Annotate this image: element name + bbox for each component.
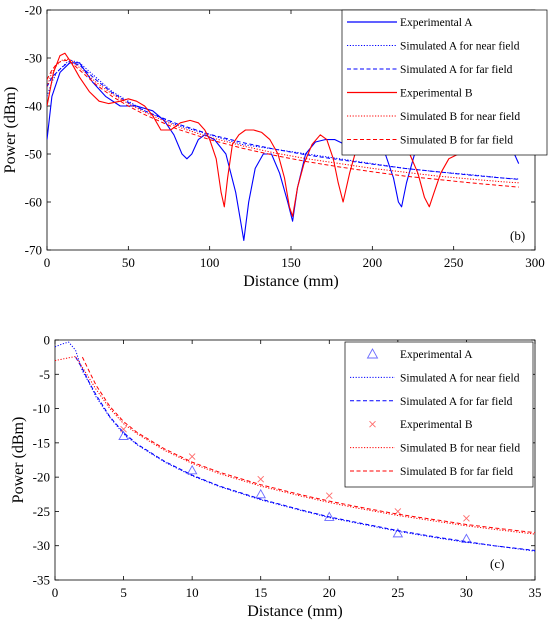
legend-entry-label: Simulated B for near field (400, 111, 520, 123)
y-tick-label: 0 (44, 333, 51, 348)
x-tick-label: 35 (529, 585, 542, 600)
y-tick-label: -30 (33, 538, 50, 553)
plot-frame (54, 339, 536, 581)
series-line-experimental-b (47, 52, 519, 217)
legend: Experimental A Simulated A for near field… (344, 341, 534, 488)
chart-panel-b: 0 50 100 150 200 250 300 -70 -60 -50 -40 -30 -20 Dist… (2, 3, 548, 290)
legend-entry-label: Experimental B (400, 88, 473, 100)
legend-marker-triangle (366, 348, 379, 359)
x-tick-label: 200 (363, 255, 383, 270)
series-line-simulated-a-for-near-field (55, 341, 535, 552)
x-tick-label: 300 (525, 255, 545, 270)
y-tick-label: -70 (25, 243, 42, 258)
x-tick-label: 150 (281, 255, 301, 270)
x-tick-label: 50 (122, 255, 135, 270)
y-tick-label: -5 (39, 367, 50, 382)
series-line-simulated-b-for-far-field (47, 59, 519, 188)
x-tick-label: 5 (120, 585, 127, 600)
x-tick-label: 15 (254, 585, 267, 600)
series-line-simulated-b-for-near-field (47, 58, 519, 184)
y-tick-label: -40 (25, 99, 42, 114)
y-tick-label: -25 (33, 504, 50, 519)
x-tick-label: 100 (200, 255, 220, 270)
y-tick-label: -20 (25, 3, 42, 18)
data-point-x (325, 492, 333, 499)
y-tick-label: -15 (33, 435, 50, 450)
legend-entry-label: Simulated A for near field (400, 372, 520, 384)
x-tick-label: 20 (323, 585, 336, 600)
data-point-triangle (186, 464, 198, 475)
x-tick-label: 250 (444, 255, 464, 270)
data-point-x (188, 453, 196, 460)
series-line-simulated-a-for-far-field (47, 62, 519, 180)
legend: Experimental A Simulated A for near field… (341, 9, 548, 156)
data-point-x (120, 425, 127, 433)
legend-box (341, 9, 548, 156)
x-tick-label: 10 (186, 585, 199, 600)
y-tick-label: -60 (25, 195, 42, 210)
series-line-simulated-a-for-near-field (47, 59, 519, 180)
y-tick-label: -10 (33, 401, 50, 416)
legend-entry-label: Simulated A for far field (400, 64, 513, 76)
y-tick-label: -30 (25, 51, 42, 66)
x-tick-label: 30 (460, 585, 473, 600)
legend-marker-x (369, 420, 376, 428)
x-axis-label: Distance (mm) (243, 273, 339, 290)
data-point-triangle (461, 533, 472, 543)
y-axis-label: Power (dBm) (10, 417, 27, 504)
plot-area (55, 341, 535, 552)
series-line-simulated-b-for-far-field (81, 356, 535, 534)
chart-panel-c: 0 5 10 15 20 25 30 35 -35 -30 -25 -20 -15 -10 -5 0 Dista… (10, 333, 542, 621)
legend-box (344, 341, 534, 488)
legend-entry-label: Simulated B for far field (400, 135, 513, 147)
data-point-triangle (392, 527, 404, 538)
y-axis-label: Power (dBm) (2, 87, 19, 174)
legend-entry-label: Simulated A for near field (400, 41, 520, 53)
legend-entry-label: Simulated B for far field (400, 466, 513, 478)
legend-entry-label: Experimental A (400, 17, 473, 29)
data-point-x (463, 514, 470, 522)
series-line-simulated-a-for-far-field (75, 356, 535, 551)
data-point-triangle (118, 430, 129, 440)
legend-entry-label: Experimental B (400, 419, 473, 431)
x-tick-label: 0 (52, 585, 59, 600)
legend-entry-label: Simulated A for far field (400, 396, 513, 408)
x-tick-label: 25 (391, 585, 404, 600)
x-axis-label: Distance (mm) (247, 603, 343, 620)
legend-entry-label: Simulated B for near field (400, 443, 520, 455)
series-line-simulated-b-for-near-field (55, 356, 535, 535)
panel-label: (b) (510, 228, 525, 243)
panel-label: (c) (490, 556, 504, 571)
y-tick-label: -20 (33, 470, 50, 485)
x-tick-label: 0 (44, 255, 51, 270)
legend-entry-label: Experimental A (400, 349, 473, 361)
y-tick-label: -35 (33, 573, 50, 588)
y-tick-label: -50 (25, 147, 42, 162)
data-point-x (257, 475, 265, 483)
data-point-triangle (255, 488, 266, 499)
